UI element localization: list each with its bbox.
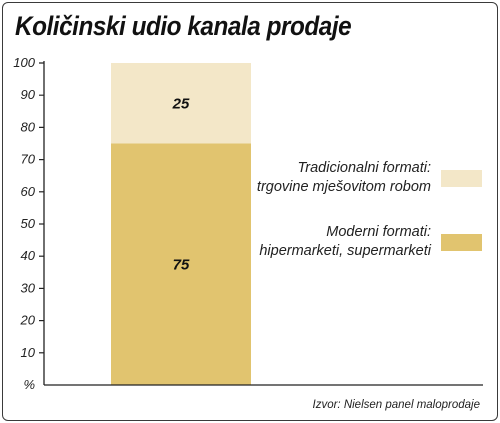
legend-swatch-modern — [441, 233, 482, 251]
legend-line-2: trgovine mješovitom robom — [256, 179, 431, 195]
y-tick-label: 100 — [13, 55, 35, 70]
legend-label-traditional: Tradicionalni formati: trgovine mješovit… — [255, 159, 431, 197]
y-tick-label: 80 — [21, 119, 36, 134]
legend-line-2: hipermarketi, supermarketi — [259, 243, 431, 259]
bar-segment-traditional — [111, 63, 251, 144]
legend-swatch-traditional — [441, 169, 482, 187]
chart-plot: 100 90 80 70 60 50 40 30 20 10% 75 25 — [13, 55, 483, 392]
y-tick-label: 70 — [21, 152, 36, 167]
y-tick-label: 90 — [21, 87, 36, 102]
source-note: Izvor: Nielsen panel maloprodaje — [312, 399, 480, 411]
legend-line-1: Moderni formati: — [326, 224, 431, 240]
y-tick-label: % — [23, 377, 35, 392]
legend-label-modern: Moderni formati: hipermarketi, supermark… — [255, 223, 431, 261]
y-tick-label: 60 — [21, 184, 36, 199]
y-tick-label: 50 — [21, 216, 36, 231]
y-tick-label: 20 — [20, 313, 36, 328]
data-label: 25 — [172, 95, 190, 112]
legend-item-traditional: Tradicionalni formati: trgovine mješovit… — [255, 159, 482, 197]
data-label: 75 — [173, 256, 190, 273]
legend-line-1: Tradicionalni formati: — [297, 160, 431, 176]
y-tick-label: 30 — [21, 280, 36, 295]
y-tick-label: 40 — [21, 248, 36, 263]
bar-segment-modern — [111, 143, 251, 385]
y-tick-label: 10 — [21, 345, 36, 360]
chart-title: Količinski udio kanala prodaje — [15, 11, 352, 41]
legend-item-modern: Moderni formati: hipermarketi, supermark… — [255, 223, 482, 261]
